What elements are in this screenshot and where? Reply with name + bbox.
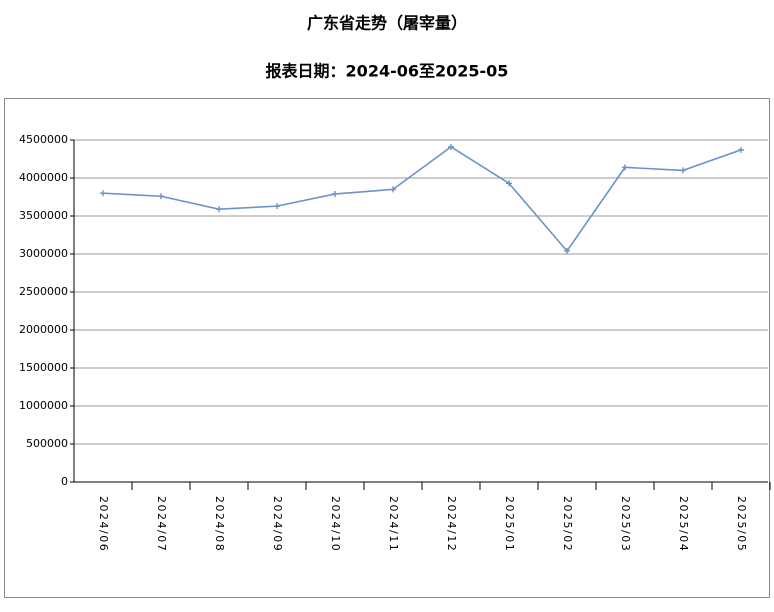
y-tick-label: 2000000	[19, 323, 68, 336]
point-marker	[622, 164, 628, 171]
point-marker	[216, 206, 222, 213]
point-marker	[100, 190, 106, 197]
x-tick-label: 2024/10	[329, 496, 342, 552]
x-tick-label: 2024/07	[155, 496, 168, 552]
point-marker	[506, 180, 512, 187]
y-tick-label: 4500000	[19, 133, 68, 146]
x-tick-label: 2024/06	[97, 496, 110, 552]
chart-title: 广东省走势（屠宰量）	[307, 14, 467, 33]
y-tick-label: 1000000	[19, 399, 68, 412]
point-marker	[332, 190, 338, 197]
x-tick-label: 2025/02	[561, 496, 574, 552]
y-tick-label: 1500000	[19, 361, 68, 374]
y-tick-label: 4000000	[19, 171, 68, 184]
point-marker	[390, 186, 396, 193]
x-tick-label: 2024/11	[387, 496, 400, 552]
point-marker	[448, 143, 454, 150]
point-marker	[680, 167, 686, 174]
chart-frame	[4, 98, 770, 598]
x-tick-label: 2024/12	[445, 496, 458, 552]
x-tick-label: 2025/04	[677, 496, 690, 552]
y-tick-label: 500000	[26, 437, 68, 450]
x-tick-label: 2024/08	[213, 496, 226, 552]
x-tick-label: 2024/09	[271, 496, 284, 552]
y-tick-label: 3000000	[19, 247, 68, 260]
chart-subtitle: 报表日期：2024-06至2025-05	[266, 62, 509, 81]
x-tick-label: 2025/05	[735, 496, 748, 552]
y-tick-label: 3500000	[19, 209, 68, 222]
y-tick-label: 0	[61, 475, 68, 488]
point-marker	[274, 203, 280, 210]
y-tick-label: 2500000	[19, 285, 68, 298]
x-tick-label: 2025/03	[619, 496, 632, 552]
line	[102, 145, 742, 253]
point-marker	[564, 247, 570, 254]
point-marker	[738, 146, 744, 153]
point-marker	[158, 193, 164, 200]
x-tick-label: 2025/01	[503, 496, 516, 552]
